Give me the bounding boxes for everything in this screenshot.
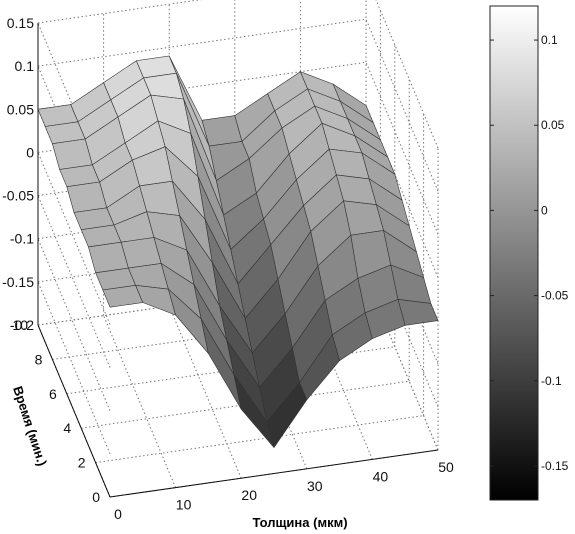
colorbar-ticks: 0.1 0.05 0 -0.05 -0.1 -0.15 bbox=[490, 33, 569, 473]
x-tick-label: 10 bbox=[176, 497, 192, 513]
x-axis-ticks: 0 10 20 30 40 50 bbox=[114, 459, 454, 522]
z-tick-label: 0.05 bbox=[7, 101, 34, 117]
colorbar-tick-label: -0.1 bbox=[541, 374, 562, 388]
z-tick-label: 0.15 bbox=[7, 15, 34, 31]
z-axis-ticks: -0.2 -0.15 -0.1 -0.05 0 0.05 0.1 0.15 bbox=[2, 15, 34, 333]
z-tick-label: -0.05 bbox=[2, 188, 34, 204]
z-tick-label: 0 bbox=[26, 144, 34, 160]
surface-patch bbox=[397, 299, 439, 326]
surface-mesh bbox=[37, 55, 439, 449]
y-tick-label: 2 bbox=[78, 455, 86, 471]
colorbar-tick-label: 0 bbox=[541, 203, 548, 217]
y-tick-label: 4 bbox=[63, 420, 71, 436]
z-tick-label: -0.2 bbox=[10, 317, 34, 333]
x-axis-label: Толщина (мкм) bbox=[252, 515, 347, 530]
y-tick-label: 8 bbox=[35, 351, 43, 367]
y-axis-label: Время (мин.) bbox=[10, 384, 50, 468]
z-tick-label: 0.1 bbox=[15, 58, 35, 74]
colorbar-gradient bbox=[489, 5, 539, 501]
x-tick-label: 40 bbox=[373, 468, 389, 484]
colorbar-tick-label: 0.05 bbox=[541, 118, 565, 132]
x-tick-label: 0 bbox=[114, 506, 122, 522]
y-tick-label: 10 bbox=[12, 317, 28, 333]
axis-box bbox=[37, 23, 439, 498]
y-tick-label: 0 bbox=[92, 489, 100, 505]
z-tick-label: -0.1 bbox=[10, 231, 34, 247]
colorbar-tick-label: -0.05 bbox=[541, 289, 569, 303]
colorbar-tick-label: 0.1 bbox=[541, 33, 558, 47]
y-tick-label: 6 bbox=[49, 386, 57, 402]
x-tick-label: 50 bbox=[438, 459, 454, 475]
x-tick-label: 30 bbox=[307, 478, 323, 494]
z-tick-label: -0.15 bbox=[2, 274, 34, 290]
colorbar-tick-label: -0.15 bbox=[541, 459, 569, 473]
y-axis-ticks: 0 2 4 6 8 10 bbox=[12, 317, 100, 505]
colorbar: 0.1 0.05 0 -0.05 -0.1 -0.15 bbox=[489, 5, 569, 501]
x-tick-label: 20 bbox=[241, 487, 257, 503]
